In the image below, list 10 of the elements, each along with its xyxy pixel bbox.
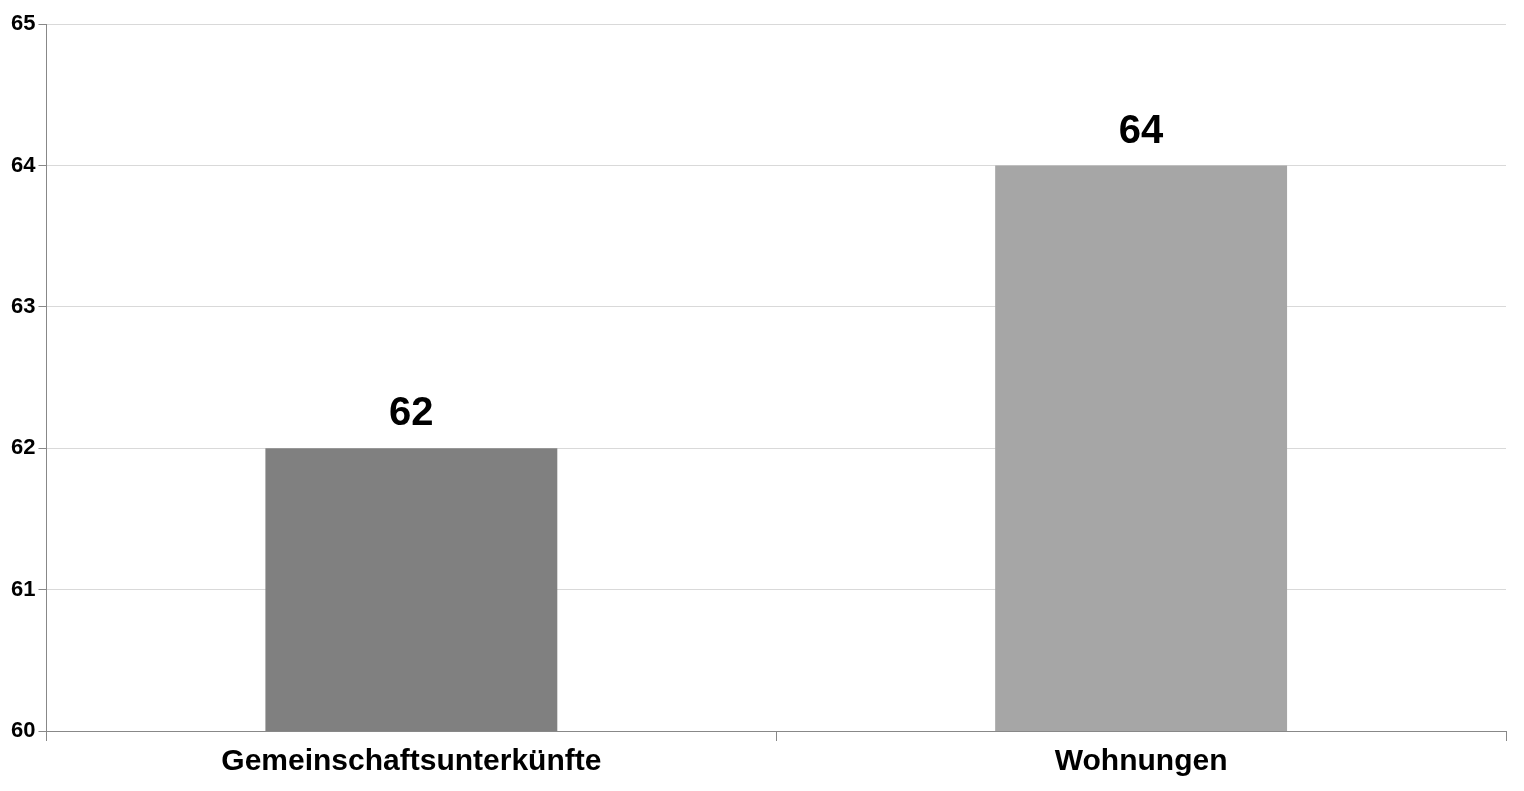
y-tick-label: 65 — [10, 10, 36, 36]
data-label: 62 — [389, 389, 434, 434]
y-tick-label: 62 — [10, 434, 36, 460]
y-tick-label: 61 — [10, 575, 36, 601]
x-tick-label: Wohnungen — [1054, 743, 1228, 777]
data-label: 64 — [1118, 106, 1165, 151]
y-tick-label: 64 — [10, 151, 37, 177]
x-tick-label: Gemeinschaftsunterkünfte — [221, 743, 602, 777]
y-tick-label: 63 — [10, 292, 36, 318]
y-tick-label: 60 — [10, 717, 36, 743]
